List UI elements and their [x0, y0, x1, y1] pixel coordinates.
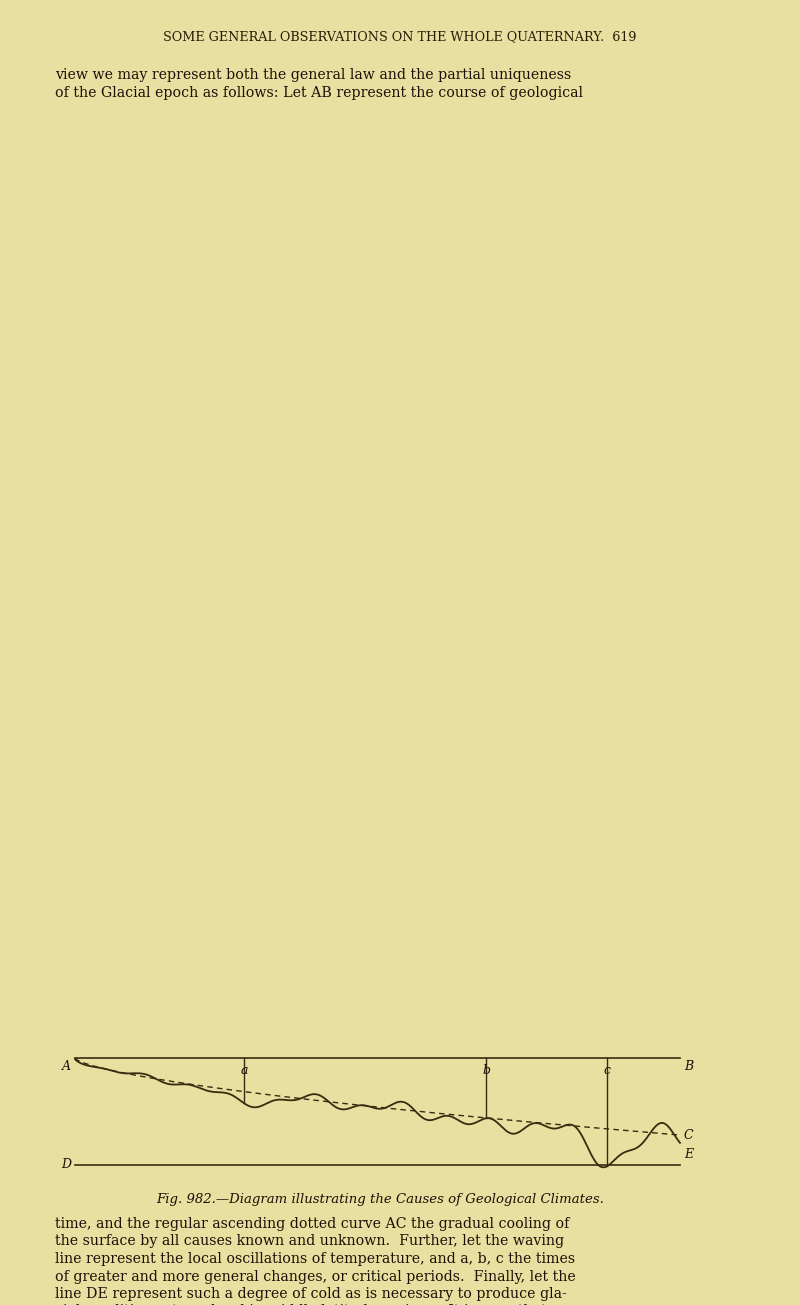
Text: Fig. 982.—Diagram illustrating the Causes of Geological Climates.: Fig. 982.—Diagram illustrating the Cause…: [156, 1193, 604, 1206]
Text: A: A: [62, 1060, 71, 1073]
Text: line represent the local oscillations of temperature, and a, b, c the times: line represent the local oscillations of…: [55, 1251, 575, 1266]
Text: E: E: [684, 1148, 693, 1161]
Text: a: a: [241, 1064, 248, 1077]
Text: C: C: [684, 1129, 694, 1142]
Text: SOME GENERAL OBSERVATIONS ON THE WHOLE QUATERNARY.  619: SOME GENERAL OBSERVATIONS ON THE WHOLE Q…: [163, 30, 637, 43]
Text: line DE represent such a degree of cold as is necessary to produce gla-: line DE represent such a degree of cold …: [55, 1287, 566, 1301]
Text: B: B: [684, 1060, 693, 1073]
Text: time, and the regular ascending dotted curve AC the gradual cooling of: time, and the regular ascending dotted c…: [55, 1218, 570, 1231]
Text: the surface by all causes known and unknown.  Further, let the waving: the surface by all causes known and unkn…: [55, 1235, 564, 1249]
Text: c: c: [604, 1064, 611, 1077]
Text: D: D: [61, 1159, 71, 1172]
Text: view we may represent both the general law and the partial uniqueness: view we may represent both the general l…: [55, 68, 571, 82]
Text: of the Glacial epoch as follows: Let AB represent the course of geological: of the Glacial epoch as follows: Let AB …: [55, 86, 583, 99]
Text: of greater and more general changes, or critical periods.  Finally, let the: of greater and more general changes, or …: [55, 1270, 576, 1284]
Text: b: b: [482, 1064, 490, 1077]
